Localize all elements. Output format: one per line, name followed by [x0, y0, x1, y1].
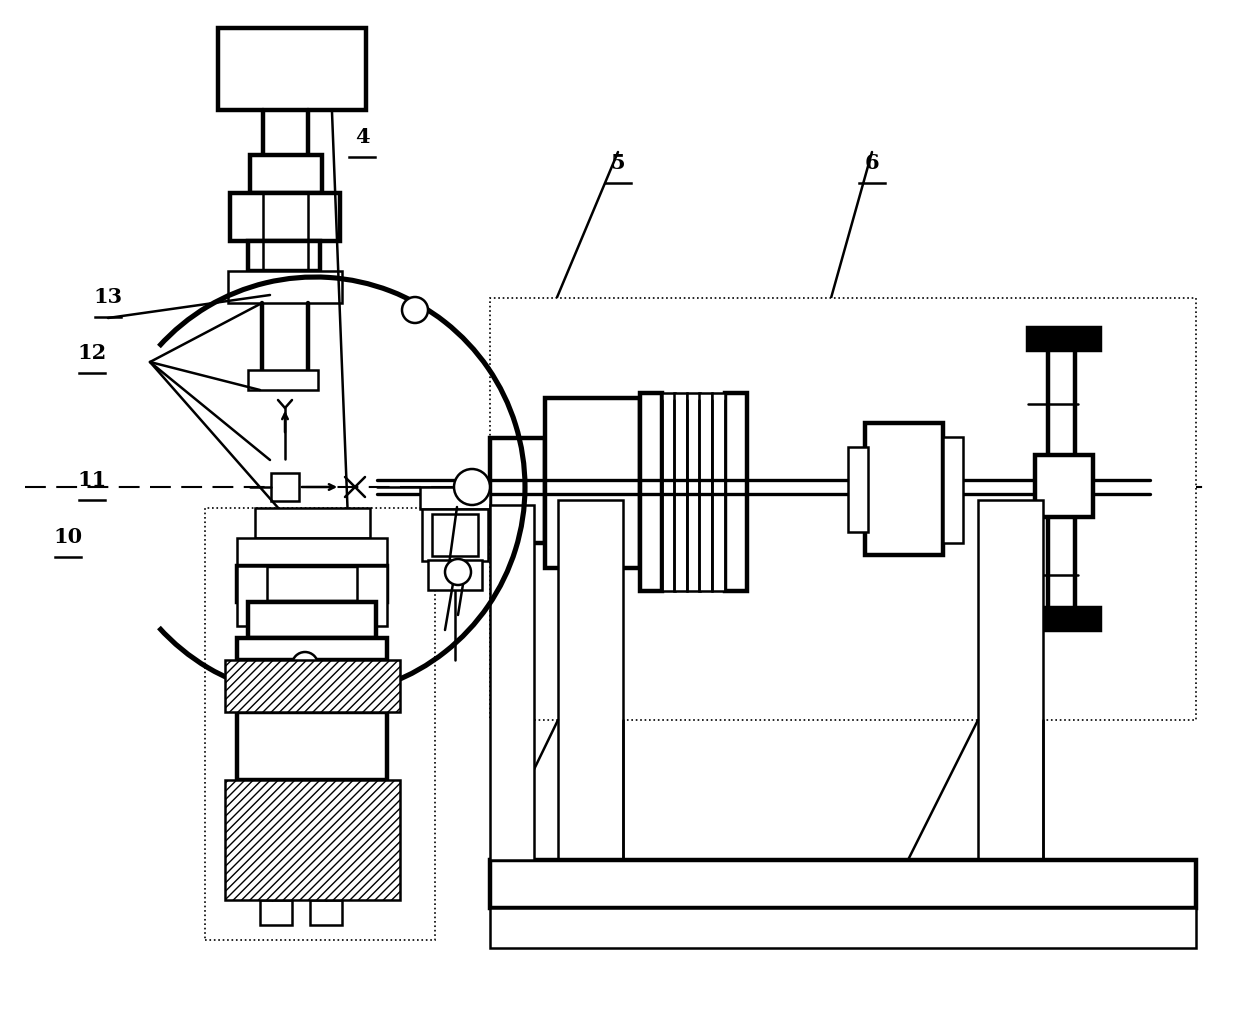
Bar: [310, 900, 342, 925]
Bar: [978, 500, 1043, 860]
Bar: [848, 447, 868, 532]
Bar: [218, 28, 366, 110]
Text: 13: 13: [93, 287, 123, 307]
Bar: [725, 393, 746, 591]
Bar: [422, 509, 489, 561]
Bar: [237, 566, 267, 626]
Bar: [428, 560, 482, 590]
Circle shape: [445, 559, 471, 585]
Bar: [255, 508, 370, 538]
Bar: [237, 638, 387, 660]
Text: 12: 12: [77, 343, 107, 363]
Circle shape: [454, 469, 490, 505]
Bar: [662, 393, 675, 591]
Bar: [490, 860, 1197, 908]
Bar: [237, 566, 387, 602]
Bar: [558, 500, 622, 860]
Bar: [237, 712, 387, 780]
Circle shape: [291, 652, 317, 678]
Bar: [229, 193, 340, 241]
Bar: [490, 298, 1197, 720]
Bar: [205, 508, 435, 940]
Bar: [490, 438, 546, 543]
Bar: [228, 271, 342, 303]
Text: 10: 10: [53, 527, 83, 547]
Bar: [237, 538, 387, 566]
Bar: [224, 780, 401, 900]
Bar: [942, 437, 963, 543]
Bar: [357, 566, 387, 626]
Bar: [866, 423, 942, 555]
Bar: [250, 155, 322, 193]
Bar: [546, 398, 640, 568]
Bar: [432, 514, 477, 556]
Bar: [675, 393, 687, 591]
Bar: [1035, 455, 1092, 517]
Bar: [420, 487, 490, 509]
Text: 5: 5: [610, 153, 625, 173]
Bar: [248, 602, 376, 638]
Bar: [248, 241, 320, 271]
Text: 11: 11: [77, 470, 107, 490]
Bar: [272, 473, 299, 501]
Bar: [640, 393, 662, 591]
Bar: [490, 505, 534, 860]
Bar: [248, 370, 317, 390]
Bar: [490, 908, 1197, 948]
Bar: [712, 393, 725, 591]
Circle shape: [402, 297, 428, 323]
Bar: [1028, 608, 1100, 630]
Text: 6: 6: [864, 153, 879, 173]
Text: 4: 4: [355, 127, 370, 147]
Bar: [224, 660, 401, 712]
Bar: [699, 393, 712, 591]
Bar: [1028, 328, 1100, 350]
Bar: [687, 393, 701, 591]
Bar: [260, 900, 291, 925]
